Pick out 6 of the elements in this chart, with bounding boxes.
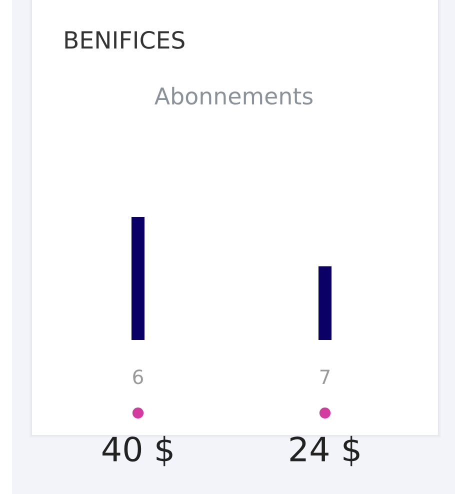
chart-title: BENIFICES <box>65 30 184 49</box>
x-tick-label: 7 <box>320 370 330 384</box>
data-label: 24 $ <box>290 436 360 466</box>
data-label: 40 $ <box>102 436 172 466</box>
chart-subtitle: Abonnements <box>154 86 313 105</box>
x-tick-label: 6 <box>133 370 143 384</box>
